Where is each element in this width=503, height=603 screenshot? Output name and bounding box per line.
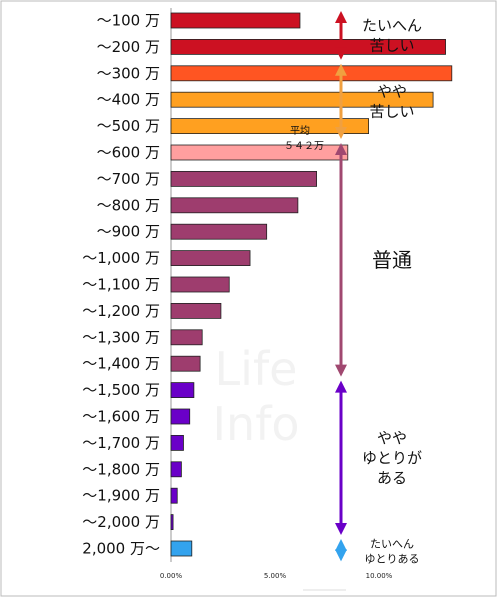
group-label: ある xyxy=(377,469,407,487)
bar xyxy=(170,91,434,108)
category-label: ～500 万 xyxy=(97,117,160,135)
category-label: ～1,800 万 xyxy=(82,460,160,478)
bar xyxy=(170,170,318,187)
category-label: ～1,300 万 xyxy=(82,328,160,346)
group-label: 苦しい xyxy=(369,102,414,120)
average-label: 平均 xyxy=(290,125,310,137)
bar xyxy=(170,540,193,557)
watermark-text: Life xyxy=(215,342,298,396)
category-label: ～600 万 xyxy=(97,144,160,162)
bar xyxy=(170,118,370,134)
bars xyxy=(170,12,453,557)
category-label: ～1,100 万 xyxy=(82,276,160,294)
group-arrow-head-up xyxy=(335,539,347,551)
average-annotation: 平均 ５４２万 xyxy=(284,125,324,152)
bar xyxy=(170,487,178,504)
group-arrow-head-down xyxy=(335,364,347,377)
bar xyxy=(170,382,195,399)
x-tick-labels: 0.00% 5.00% 10.00% xyxy=(160,572,393,580)
category-label: ～100 万 xyxy=(97,12,160,30)
group-label: ゆとりある xyxy=(365,553,420,566)
group-label: たいへん xyxy=(362,16,422,34)
category-label: ～1,400 万 xyxy=(82,355,160,373)
group-arrow-head-down xyxy=(335,523,347,535)
x-tick-label: 10.00% xyxy=(366,572,393,580)
category-label: ～800 万 xyxy=(97,196,160,214)
bar xyxy=(170,144,349,161)
category-label: ～1,000 万 xyxy=(82,249,160,267)
bar xyxy=(170,355,201,372)
bar xyxy=(170,408,191,425)
category-label: ～900 万 xyxy=(97,223,160,241)
bar xyxy=(170,12,301,29)
category-label: ～1,900 万 xyxy=(82,487,160,505)
group-arrow-head-down xyxy=(335,47,347,60)
x-tick-label: 5.00% xyxy=(264,572,287,580)
category-label: ～400 万 xyxy=(97,91,160,109)
group-label: 普通 xyxy=(372,248,412,272)
bar xyxy=(170,65,453,82)
group-arrow-head-up xyxy=(335,11,347,23)
x-tick-label: 0.00% xyxy=(160,572,183,580)
group-label: ゆとりが xyxy=(362,449,422,467)
group-label: やや xyxy=(377,82,407,100)
group-label: やや xyxy=(377,429,407,447)
bar xyxy=(170,461,182,478)
bar xyxy=(170,302,222,319)
bar xyxy=(170,514,174,530)
group-arrow-head-up xyxy=(335,63,347,76)
category-label: ～1,700 万 xyxy=(82,434,160,452)
category-labels: ～100 万 ～200 万 ～300 万 ～400 万 ～500 万 ～600 万 ～700… xyxy=(82,12,160,558)
group-arrow-head-down xyxy=(335,549,347,562)
group-arrow-head-up xyxy=(335,143,347,155)
category-label: ～200 万 xyxy=(97,38,160,56)
group-arrow-head-up xyxy=(335,380,347,393)
group-arrow-head-down xyxy=(335,127,347,139)
bar xyxy=(170,250,251,267)
group-label: たいへん xyxy=(370,538,414,551)
bar xyxy=(170,197,299,214)
bar xyxy=(170,39,446,55)
category-label: ～300 万 xyxy=(97,64,160,82)
bar xyxy=(170,434,184,451)
category-label: ～1,200 万 xyxy=(82,302,160,320)
bar xyxy=(170,276,230,293)
chart-border xyxy=(0,0,497,597)
category-label: ～2,000 万 xyxy=(82,513,160,531)
category-label: ～1,500 万 xyxy=(82,381,160,399)
category-label: ～1,600 万 xyxy=(82,408,160,426)
bar xyxy=(170,223,268,240)
bar xyxy=(170,329,203,346)
group-label: 苦しい xyxy=(369,36,414,54)
category-label: 2,000 万～ xyxy=(82,540,160,558)
average-value: ５４２万 xyxy=(284,141,324,152)
category-label: ～700 万 xyxy=(97,170,160,188)
watermark-text: Info xyxy=(212,397,299,451)
